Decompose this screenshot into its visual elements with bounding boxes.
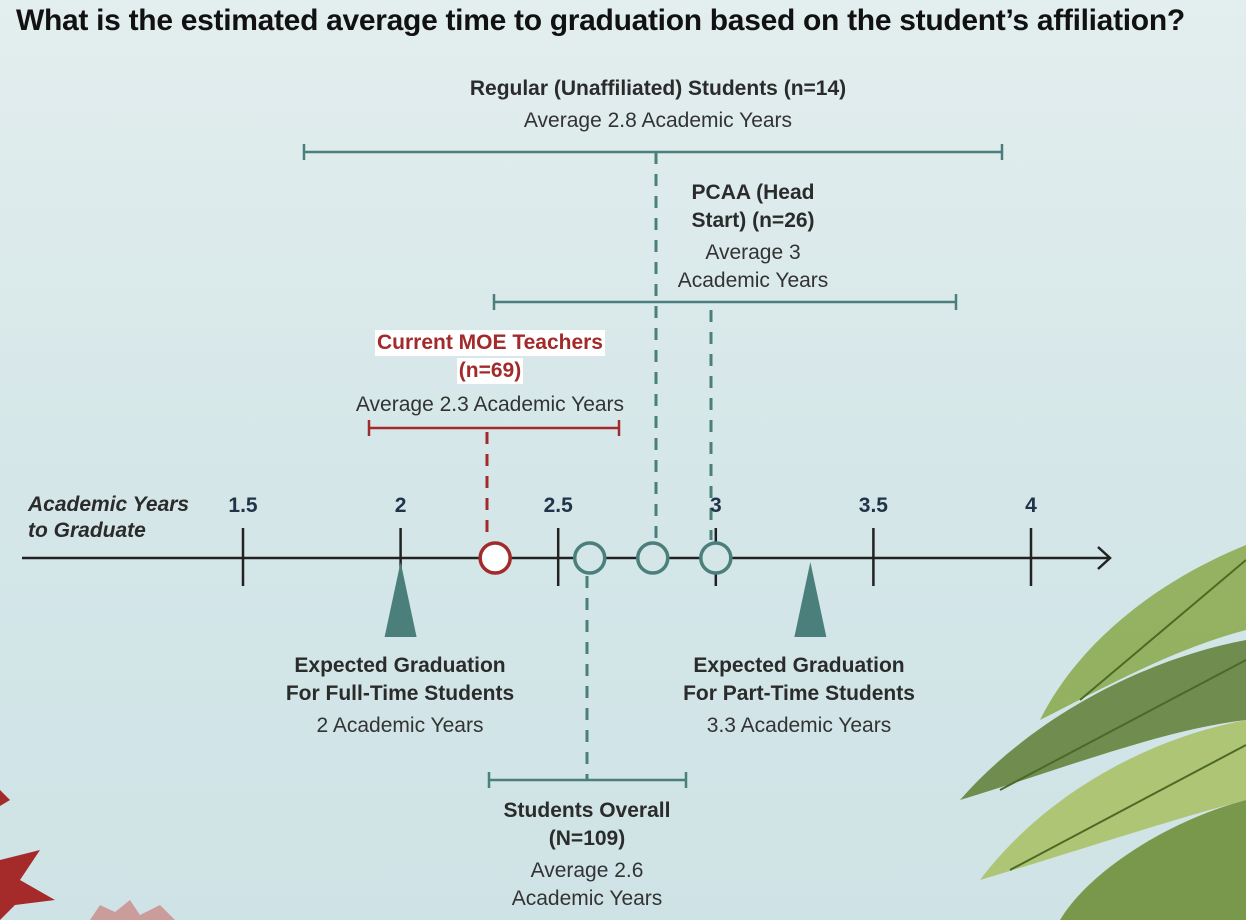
part-time-expected-label: Expected Graduation For Part-Time Studen…: [654, 652, 944, 740]
moe-average-text: Average 2.3 Academic Years: [355, 393, 625, 416]
moe-name-line1: Current MOE Teachers: [374, 330, 605, 356]
moe-average-point: [478, 541, 512, 575]
overall-name-line2: (N=109): [548, 827, 626, 850]
moe-label: Current MOE Teachers (n=69) Average 2.3 …: [340, 329, 640, 419]
full-time-line2: For Full-Time Students: [285, 682, 515, 705]
regular-label: Regular (Unaffiliated) Students (n=14) A…: [408, 75, 908, 135]
tick-label: 3.5: [858, 494, 888, 517]
full-time-expected-marker: [384, 562, 417, 637]
overall-average-line2: Academic Years: [511, 887, 663, 910]
axis-title: Academic Years to Graduate: [28, 492, 189, 544]
tick-label: 4: [1025, 494, 1037, 517]
full-time-line1: Expected Graduation: [294, 654, 506, 677]
regular-average-text: Average 2.8 Academic Years: [523, 109, 793, 132]
axis-title-line1: Academic Years: [28, 493, 190, 516]
overall-label: Students Overall (N=109) Average 2.6 Aca…: [457, 797, 717, 913]
red-flowers-decoration: [0, 790, 175, 920]
full-time-line3: 2 Academic Years: [316, 714, 484, 737]
axis-title-line2: to Graduate: [28, 519, 146, 542]
part-time-line2: For Part-Time Students: [683, 682, 915, 705]
overall-average-line1: Average 2.6: [530, 859, 644, 882]
tick-label: 3: [709, 494, 722, 517]
axis-arrowhead: [1097, 546, 1112, 570]
pcaa-average-line2: Academic Years: [677, 269, 829, 292]
pcaa-average-line1: Average 3: [705, 241, 801, 264]
moe-name-line2: (n=69): [456, 358, 524, 384]
part-time-line3: 3.3 Academic Years: [706, 714, 892, 737]
overall-name-line1: Students Overall: [503, 799, 671, 822]
tick-label: 1.5: [228, 494, 258, 517]
tick-label: 2: [394, 494, 407, 517]
part-time-line1: Expected Graduation: [693, 654, 905, 677]
part-time-expected-marker: [794, 562, 827, 637]
regular-name: Regular (Unaffiliated) Students (n=14): [469, 77, 847, 100]
overall-average-point: [572, 541, 607, 575]
full-time-expected-label: Expected Graduation For Full-Time Studen…: [260, 652, 540, 740]
pcaa-label: PCAA (Head Start) (n=26) Average 3 Acade…: [653, 179, 853, 295]
pcaa-name-line2: Start) (n=26): [691, 209, 815, 232]
palm-leaves-decoration: [960, 545, 1246, 920]
pcaa-average-point: [699, 541, 733, 575]
pcaa-name-line1: PCAA (Head: [691, 181, 815, 204]
tick-label: 2.5: [543, 494, 573, 517]
regular-average-point: [636, 541, 670, 575]
page-title: What is the estimated average time to gr…: [16, 4, 1185, 37]
